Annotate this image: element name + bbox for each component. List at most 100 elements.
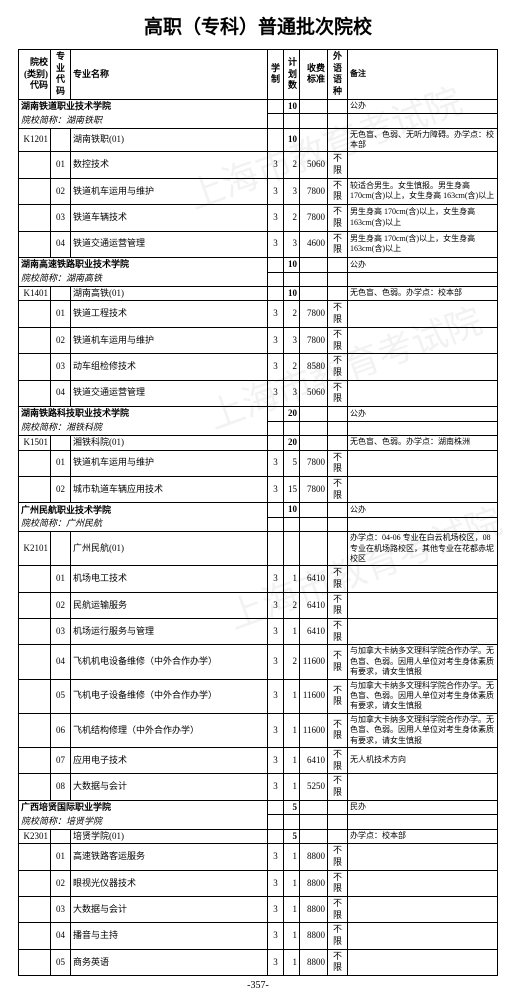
table-cell: 3: [268, 152, 284, 178]
table-cell: 1: [284, 619, 300, 645]
table-cell: [328, 286, 348, 301]
table-cell: 办学点：校本部: [348, 829, 498, 844]
table-cell: [328, 114, 348, 128]
table-cell: [348, 272, 498, 286]
table-cell: 院校简称：广州民航: [19, 517, 268, 531]
section-subnote: 院校简称：湖南高铁: [19, 272, 498, 286]
table-cell: 无人机技术方向: [348, 747, 498, 773]
table-cell: [268, 272, 284, 286]
table-cell: [348, 421, 498, 435]
table-cell: [19, 566, 51, 592]
section-subnote: 院校简称：湖南铁职: [19, 114, 498, 128]
table-cell: [300, 272, 328, 286]
table-cell: 03: [51, 619, 71, 645]
table-cell: [328, 99, 348, 114]
table-row: 04铁道交通运营管理335060不限: [19, 380, 498, 406]
column-header: 外语语种: [328, 50, 348, 100]
table-cell: [328, 421, 348, 435]
table-cell: [348, 949, 498, 975]
table-cell: 5: [284, 829, 300, 844]
table-row: 04铁道交通运营管理334600不限男生身高 170cm(含)以上，女生身高 1…: [19, 231, 498, 257]
table-cell: [19, 301, 51, 327]
page-number: -357-: [18, 980, 498, 991]
section-row: 广西培贤国际职业学院5民办: [19, 800, 498, 815]
table-cell: 3: [268, 870, 284, 896]
table-cell: 3: [268, 301, 284, 327]
table-cell: [284, 272, 300, 286]
table-row: K2301 培贤学院(01) 5 办学点：校本部: [19, 829, 498, 844]
table-row: K1401湖南高铁(01)10无色盲、色弱。办学点：校本部: [19, 286, 498, 301]
table-cell: 2: [284, 354, 300, 380]
table-cell: [284, 815, 300, 829]
table-cell: 1: [284, 747, 300, 773]
table-cell: [268, 800, 284, 815]
table-cell: [284, 532, 300, 566]
table-cell: 11600: [300, 713, 328, 747]
table-cell: 公办: [348, 257, 498, 272]
table-cell: 铁道机车运用与维护: [71, 450, 268, 476]
page-container: 高职（专科）普通批次院校 院校(类别)代码专业代码专业名称学制计划数收费标准外语…: [0, 0, 516, 1003]
table-cell: 2: [284, 152, 300, 178]
table-cell: 3: [268, 178, 284, 204]
section-row: 湖南铁路科技职业技术学院20公办: [19, 406, 498, 421]
table-cell: 7800: [300, 205, 328, 231]
table-cell: 湖南铁道职业技术学院: [19, 99, 268, 114]
table-cell: [348, 327, 498, 353]
table-cell: 2: [284, 592, 300, 618]
table-cell: 3: [268, 949, 284, 975]
table-cell: [348, 354, 498, 380]
table-cell: 2: [284, 301, 300, 327]
table-cell: [300, 829, 328, 844]
table-row: 08大数据与会计315250不限: [19, 774, 498, 800]
table-cell: [19, 231, 51, 257]
table-cell: K2301: [19, 829, 51, 844]
table-row: 01机场电工技术316410不限: [19, 566, 498, 592]
table-cell: 飞机电子设备维修（中外合作办学）: [71, 679, 268, 713]
table-cell: K1501: [19, 435, 51, 450]
table-cell: 01: [51, 566, 71, 592]
table-cell: 不限: [328, 566, 348, 592]
table-cell: [328, 503, 348, 518]
table-cell: 7800: [300, 476, 328, 502]
table-row: K1501湘铁科院(01)20无色盲、色弱。办学点：湖南株洲: [19, 435, 498, 450]
table-row: 02眼视光仪器技术318800不限: [19, 870, 498, 896]
table-cell: 高速铁路客运服务: [71, 844, 268, 870]
table-cell: [268, 421, 284, 435]
table-cell: 铁道车辆技术: [71, 205, 268, 231]
section-row: 湖南高速铁路职业技术学院10公办: [19, 257, 498, 272]
table-row: K2101广州民航(01)办学点：04-06 专业在白云机场校区，08 专业在机…: [19, 532, 498, 566]
table-row: 02铁道机车运用与维护337800不限: [19, 327, 498, 353]
table-cell: K1201: [19, 128, 51, 152]
table-cell: [268, 406, 284, 421]
table-cell: 3: [268, 747, 284, 773]
table-cell: [268, 99, 284, 114]
table-cell: 10: [284, 99, 300, 114]
table-cell: [300, 800, 328, 815]
table-cell: 1: [284, 566, 300, 592]
table-cell: 机场运行服务与管理: [71, 619, 268, 645]
table-cell: 湖南铁职(01): [71, 128, 268, 152]
table-cell: [348, 517, 498, 531]
table-cell: 01: [51, 450, 71, 476]
table-cell: 1: [284, 844, 300, 870]
table-cell: [19, 949, 51, 975]
table-cell: [268, 829, 284, 844]
table-cell: 应用电子技术: [71, 747, 268, 773]
table-cell: 不限: [328, 870, 348, 896]
table-cell: 20: [284, 435, 300, 450]
table-cell: 培贤学院(01): [71, 829, 268, 844]
table-cell: 07: [51, 747, 71, 773]
table-cell: [268, 532, 284, 566]
table-cell: [300, 532, 328, 566]
table-cell: [19, 619, 51, 645]
table-cell: [268, 815, 284, 829]
table-body: 湖南铁道职业技术学院10公办院校简称：湖南铁职K1201湖南铁职(01)10无色…: [19, 99, 498, 975]
table-cell: 1: [284, 713, 300, 747]
table-cell: 院校简称：培贤学院: [19, 815, 268, 829]
table-cell: [348, 619, 498, 645]
table-cell: 2: [284, 645, 300, 679]
table-cell: 不限: [328, 774, 348, 800]
table-row: 01铁道工程技术327800不限: [19, 301, 498, 327]
table-row: 03铁道车辆技术327800不限男生身高 170cm(含)以上，女生身高 163…: [19, 205, 498, 231]
table-cell: [300, 257, 328, 272]
